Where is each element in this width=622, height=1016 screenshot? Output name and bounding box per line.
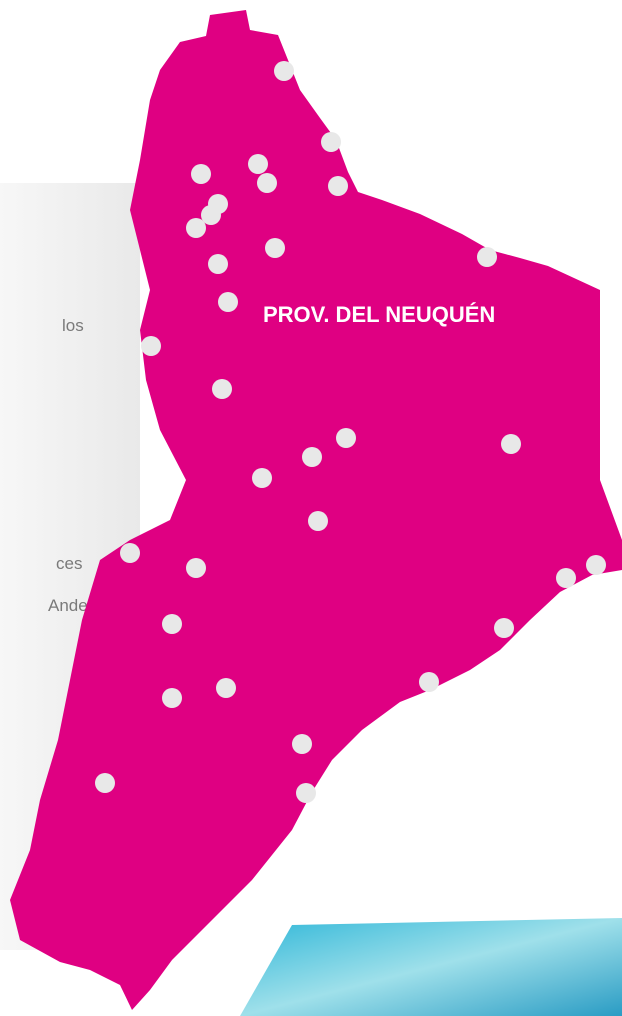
location-dots [95,61,606,803]
side-text: Andes [48,596,96,615]
province-shape [10,10,622,1010]
region-label: PROV. DEL NEUQUÉN [263,302,495,327]
photo-corner [240,918,622,1016]
side-text: los [62,316,84,335]
side-text: ces [56,554,82,573]
